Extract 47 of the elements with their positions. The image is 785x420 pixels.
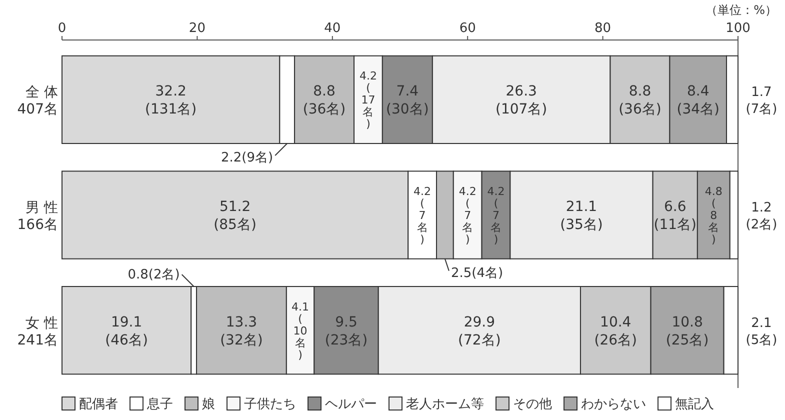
data-label: 21.1 (35名) [560, 199, 603, 233]
legend-label: 子供たち [244, 397, 296, 412]
legend-label: 老人ホーム等 [406, 397, 484, 412]
x-tick-label: 100 [726, 21, 750, 36]
data-label: 1.7 (7名) [746, 85, 778, 118]
data-label: 10.4 (26名) [594, 314, 638, 348]
data-label: 4.2 (7名) [414, 185, 432, 246]
text: （単位：%） [706, 3, 777, 17]
y-tick-label: 女 性 241名 [17, 315, 58, 348]
data-label: 29.9 (72名) [458, 314, 501, 348]
y-tick-label: 男 性 166名 [17, 200, 58, 233]
x-tick-label: 60 [459, 21, 476, 36]
data-label: 2.5(4名) [450, 266, 504, 281]
x-tick-label: 40 [324, 21, 341, 36]
legend-label: わからない [581, 397, 646, 412]
legend-label: 無記入 [675, 397, 714, 412]
data-label: 10.8 (25名) [666, 314, 709, 348]
data-label: 7.4 (30名) [386, 84, 429, 118]
data-label: 9.5 (23名) [324, 314, 368, 348]
bar [62, 286, 192, 375]
data-label: 8.8 (36名) [618, 84, 662, 118]
data-label: 13.3 (32名) [220, 314, 263, 348]
data-label: 1.2 (2名) [746, 200, 778, 232]
data-label: 8.8 (36名) [302, 84, 346, 118]
legend-label: ヘルパー [325, 397, 377, 412]
legend-label: 息子 [146, 397, 173, 412]
data-label: 2.2(9名) [221, 150, 274, 166]
x-tick-label: 20 [188, 21, 206, 36]
data-label: 32.2 (131名) [145, 84, 197, 118]
x-tick-label: 80 [594, 21, 612, 36]
data-label: 6.6 (11名) [654, 199, 697, 233]
data-label: 26.3 (107名) [496, 84, 548, 118]
data-label: 4.2 (7名) [458, 185, 476, 246]
data-label: 4.2 (7名) [487, 185, 505, 246]
data-label: 4.8 (8名) [704, 185, 722, 246]
data-label: 8.4 (34名) [676, 84, 720, 118]
legend-label: 配偶者 [79, 397, 118, 412]
legend-label: 娘 [202, 397, 215, 412]
data-label: 51.2 (85名) [214, 199, 256, 233]
data-label: 2.1 (5名) [746, 316, 778, 348]
y-tick-label: 全 体 407名 [17, 84, 58, 118]
x-tick-label: 0 [58, 21, 66, 36]
data-label: 0.8(2名) [128, 268, 180, 283]
legend-label: その他 [513, 397, 552, 412]
data-label: 19.1 (46名) [105, 314, 148, 348]
data-label: 4.1 (10名) [292, 300, 310, 362]
data-label: 4.2 (17名) [359, 70, 377, 131]
